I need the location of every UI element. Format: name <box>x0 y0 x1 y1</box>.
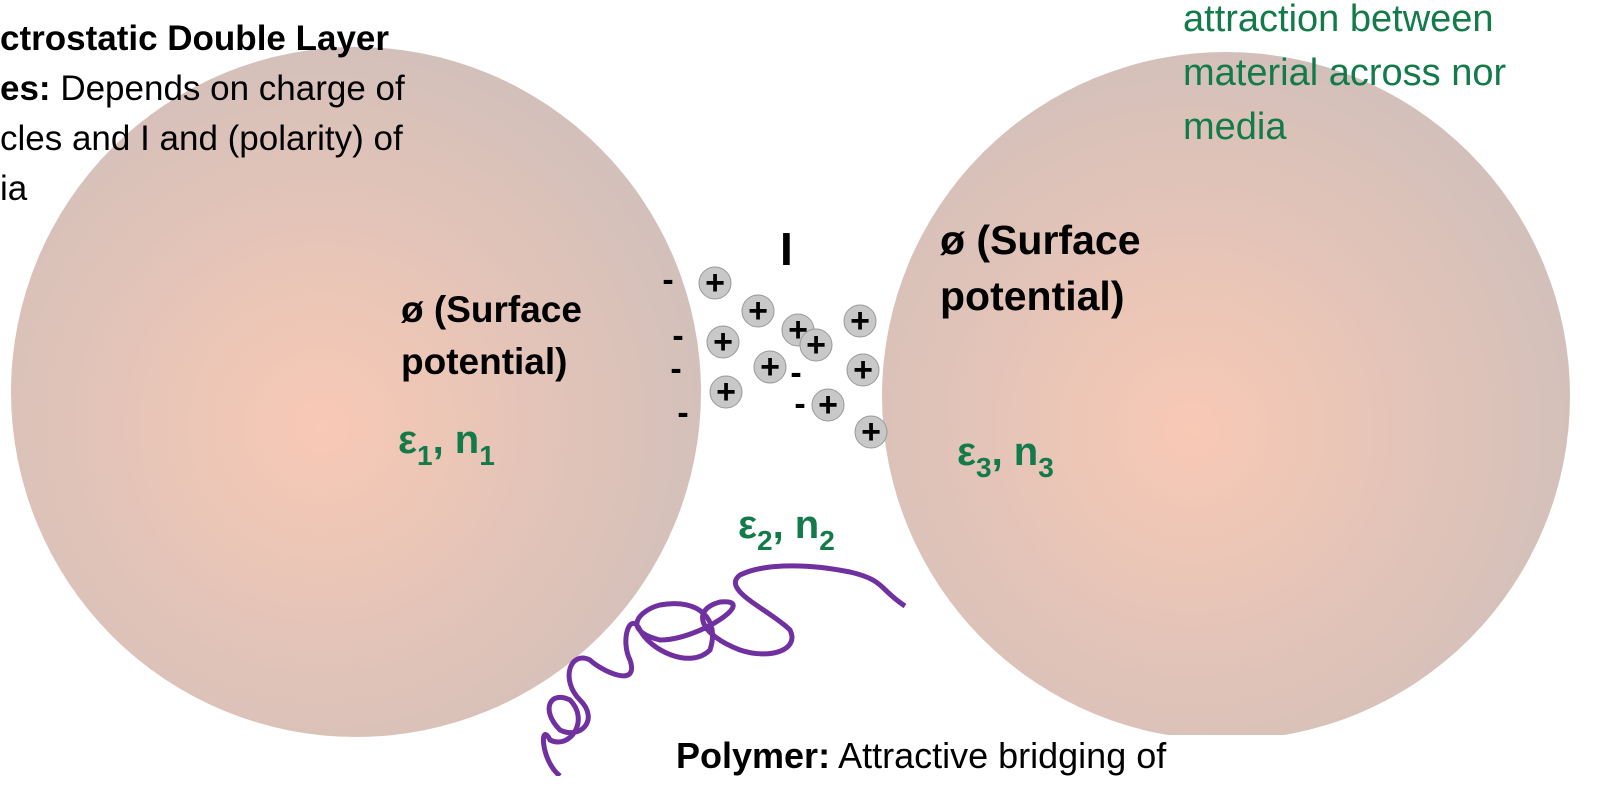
cation: + <box>713 323 733 361</box>
ionic-strength-label: I <box>780 222 793 276</box>
subscript: 2 <box>819 525 835 556</box>
note-line: material across nor <box>1183 46 1506 100</box>
note-text: Attractive bridging of <box>830 735 1166 776</box>
symbol: , n <box>992 430 1039 474</box>
symbol: ε <box>398 418 417 462</box>
medium-3-label: ε3, n3 <box>957 430 1054 484</box>
medium-1-label: ε1, n1 <box>398 418 495 472</box>
symbol: , n <box>773 503 820 547</box>
label-line: potential) <box>401 336 582 388</box>
label-line: potential) <box>940 268 1141 324</box>
symbol: ε <box>957 430 976 474</box>
subscript: 3 <box>976 452 992 483</box>
slide: ------+++++++++++ ctrostatic Double Laye… <box>0 0 1616 776</box>
left-note: ctrostatic Double Layer es: Depends on c… <box>0 14 405 214</box>
cation: + <box>861 413 881 451</box>
note-line: ia <box>0 164 405 214</box>
subscript: 1 <box>479 440 495 471</box>
cation: + <box>853 351 873 389</box>
note-line: es: Depends on charge of <box>0 64 405 114</box>
symbol: ε <box>738 503 757 547</box>
symbol: , n <box>433 418 480 462</box>
subscript: 1 <box>417 440 433 471</box>
left-potential: ø (Surface potential) <box>401 284 582 388</box>
anion: - <box>677 394 688 432</box>
cation: + <box>705 264 725 302</box>
polymer-note: Polymer: Attractive bridging of <box>646 735 1366 795</box>
note-line: cles and I and (polarity) of <box>0 114 405 164</box>
cation: + <box>806 326 826 364</box>
anion: - <box>794 385 805 423</box>
note-text: Depends on charge of <box>51 69 405 108</box>
cation: + <box>850 302 870 340</box>
cation: + <box>716 373 736 411</box>
note-bold: Polymer: <box>676 735 830 776</box>
note-line: media <box>1183 100 1506 154</box>
cation: + <box>748 292 768 330</box>
label-line: ø (Surface <box>940 212 1141 268</box>
cation: + <box>760 348 780 386</box>
medium-2-label: ε2, n2 <box>738 503 835 557</box>
note-bold: es: <box>0 69 51 108</box>
anion: - <box>670 350 681 388</box>
anion: - <box>662 261 673 299</box>
label-line: ø (Surface <box>401 284 582 336</box>
subscript: 3 <box>1038 452 1054 483</box>
right-note: attraction between material across nor m… <box>1183 0 1506 154</box>
cation: + <box>818 386 838 424</box>
right-particle <box>882 52 1570 740</box>
note-line: ctrostatic Double Layer <box>0 14 405 64</box>
right-potential: ø (Surface potential) <box>940 212 1141 324</box>
subscript: 2 <box>757 525 773 556</box>
note-line: attraction between <box>1183 0 1506 46</box>
